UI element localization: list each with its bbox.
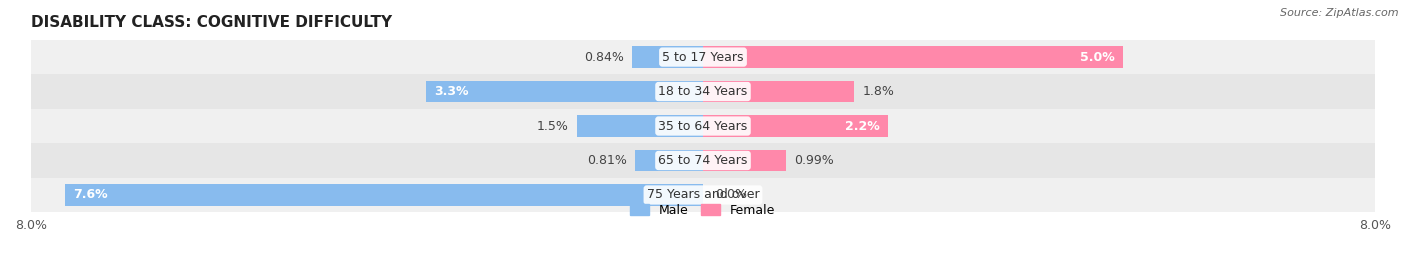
Legend: Male, Female: Male, Female [626, 199, 780, 222]
Text: 18 to 34 Years: 18 to 34 Years [658, 85, 748, 98]
Bar [65, 184, 703, 206]
Text: Source: ZipAtlas.com: Source: ZipAtlas.com [1281, 8, 1399, 18]
Bar [703, 46, 1123, 68]
Text: 65 to 74 Years: 65 to 74 Years [658, 154, 748, 167]
Text: 0.84%: 0.84% [583, 51, 624, 63]
Text: 1.8%: 1.8% [863, 85, 894, 98]
Bar [0, 74, 1406, 109]
Bar [0, 178, 1406, 212]
Text: DISABILITY CLASS: COGNITIVE DIFFICULTY: DISABILITY CLASS: COGNITIVE DIFFICULTY [31, 15, 392, 30]
Text: 5.0%: 5.0% [1080, 51, 1115, 63]
Text: 0.99%: 0.99% [794, 154, 834, 167]
Text: 35 to 64 Years: 35 to 64 Years [658, 119, 748, 133]
Text: 1.5%: 1.5% [537, 119, 568, 133]
Bar [426, 81, 703, 102]
Bar [0, 109, 1406, 143]
Bar [0, 143, 1406, 178]
Bar [703, 81, 855, 102]
Bar [636, 150, 703, 171]
Text: 0.0%: 0.0% [716, 189, 748, 201]
Bar [703, 150, 786, 171]
Text: 0.81%: 0.81% [586, 154, 627, 167]
Text: 2.2%: 2.2% [845, 119, 879, 133]
Text: 75 Years and over: 75 Years and over [647, 189, 759, 201]
Text: 5 to 17 Years: 5 to 17 Years [662, 51, 744, 63]
Bar [0, 40, 1406, 74]
Bar [633, 46, 703, 68]
Bar [703, 115, 887, 137]
Text: 3.3%: 3.3% [434, 85, 468, 98]
Bar [576, 115, 703, 137]
Text: 7.6%: 7.6% [73, 189, 108, 201]
